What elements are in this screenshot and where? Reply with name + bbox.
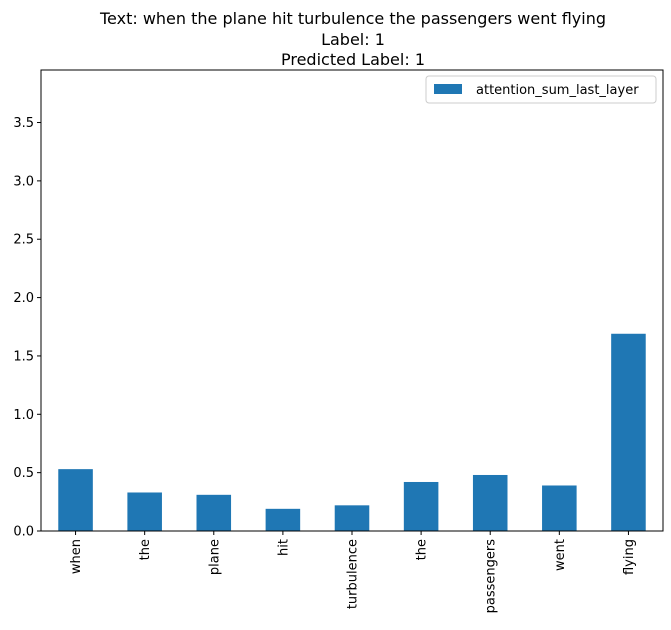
axes-frame	[40, 69, 664, 532]
x-tick-label-7: went	[553, 539, 568, 571]
bar-plane-2	[196, 494, 232, 531]
bar-passengers-6	[472, 474, 508, 531]
title-line-2: Label: 1	[321, 30, 385, 49]
bar-the-5	[403, 481, 439, 531]
y-axis: 0.0 0.5 1.0 1.5 2.0 2.5 3.0 3.5	[13, 116, 41, 540]
bar-the-1	[127, 492, 162, 531]
plot-area	[58, 333, 646, 531]
x-tick-label-2: plane	[207, 539, 222, 575]
legend-label: attention_sum_last_layer	[476, 83, 639, 98]
y-tick-label-1: 0.5	[13, 466, 34, 481]
x-tick-label-8: flying	[622, 539, 637, 575]
bar-went-7	[542, 485, 577, 531]
title-line-1: Text: when the plane hit turbulence the …	[99, 9, 606, 28]
y-tick-label-7: 3.5	[13, 116, 34, 131]
bar-flying-8	[611, 333, 646, 531]
y-tick-label-6: 3.0	[13, 174, 34, 189]
y-tick-label-3: 1.5	[13, 349, 34, 364]
title-line-3: Predicted Label: 1	[281, 50, 425, 69]
bar-when-0	[58, 469, 93, 531]
x-axis: when the plane hit turbulence the passengers we…	[69, 531, 637, 613]
bar-turbulence-4	[334, 505, 370, 531]
x-tick-label-6: passengers	[484, 539, 499, 614]
chart-title: Text: when the plane hit turbulence the …	[99, 9, 606, 69]
x-tick-label-1: the	[138, 539, 153, 560]
x-tick-label-0: when	[69, 539, 84, 574]
x-tick-label-4: turbulence	[346, 539, 361, 609]
y-tick-label-5: 2.5	[13, 233, 34, 248]
y-tick-label-0: 0.0	[13, 525, 34, 540]
legend-box	[425, 75, 657, 104]
legend-swatch	[434, 84, 462, 94]
y-tick-label-2: 1.0	[13, 408, 34, 423]
bar-hit-3	[265, 508, 301, 531]
x-tick-label-5: the	[415, 539, 430, 560]
legend: attention_sum_last_layer	[425, 75, 657, 104]
y-tick-label-4: 2.0	[13, 291, 34, 306]
x-tick-label-3: hit	[276, 539, 291, 556]
